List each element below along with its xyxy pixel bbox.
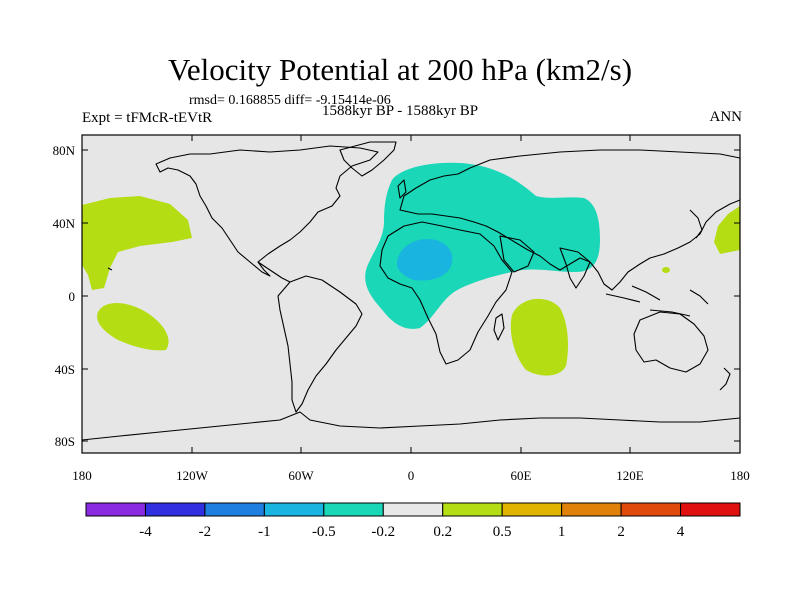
lat-tick-label: 0 [69, 289, 76, 304]
lon-tick-label: 180 [72, 468, 92, 483]
coast-new-zealand [719, 367, 731, 391]
colorbar-label: -1 [258, 524, 271, 540]
colorbar-swatch [85, 502, 146, 517]
colorbar-label: -4 [139, 524, 152, 540]
coast-south-america [277, 275, 363, 413]
colorbar-label: -0.2 [371, 524, 395, 540]
experiment-label: Expt = tFMcR-tEVtR [82, 110, 213, 126]
coast-australia [633, 311, 709, 373]
colorbar-swatch [382, 502, 444, 517]
anomaly-fields [82, 162, 740, 376]
colorbar-label: 2 [617, 524, 625, 540]
coast-antarctica [81, 411, 741, 441]
colorbar-label: 4 [677, 524, 685, 540]
coast-africa [379, 221, 513, 365]
colorbar: -4 -2 -1 -0.5 -0.2 0.2 0.5 1 2 4 [85, 502, 741, 540]
colorbar-swatch [442, 502, 503, 517]
positive-anomaly-dot [662, 267, 670, 273]
period-label: 1588kyr BP - 1588kyr BP [322, 103, 479, 119]
colorbar-label: 0.2 [433, 524, 452, 540]
colorbar-swatch [620, 502, 682, 517]
colorbar-swatch [204, 502, 265, 517]
colorbar-label: -0.5 [312, 524, 336, 540]
coastlines [81, 141, 741, 441]
coast-greenland [339, 141, 397, 177]
lon-tick-label: 120W [176, 468, 209, 483]
coast-maritime-continent [605, 285, 709, 317]
lon-tick-label: 60E [511, 468, 532, 483]
coast-hawaii [107, 267, 113, 271]
lon-tick-label: 180 [730, 468, 750, 483]
coast-india [559, 247, 591, 289]
colorbar-swatch [323, 502, 384, 517]
colorbar-label: 0.5 [493, 524, 512, 540]
coast-eurasia [399, 149, 741, 291]
axis-ticks [81, 135, 741, 453]
lon-tick-label: 0 [408, 468, 415, 483]
colorbar-swatch [501, 502, 563, 517]
coast-central-america [257, 261, 291, 283]
season-label: ANN [709, 109, 743, 125]
positive-anomaly-indian-ocean [510, 298, 568, 376]
colorbar-swatch [263, 502, 325, 517]
coast-british-isles [397, 179, 407, 199]
coast-madagascar [493, 313, 505, 341]
colorbar-label: 1 [558, 524, 566, 540]
strong-negative-anomaly-sahara [396, 238, 453, 281]
coast-arabia [499, 235, 535, 273]
colorbar-label: -2 [199, 524, 212, 540]
colorbar-swatch [144, 502, 206, 517]
negative-anomaly-eurasia-africa [365, 162, 600, 329]
lat-tick-label: 80N [53, 143, 76, 158]
positive-anomaly-south-pacific [97, 303, 169, 351]
coast-japan [689, 209, 703, 239]
lat-tick-label: 80S [55, 434, 75, 449]
lon-tick-label: 60W [288, 468, 314, 483]
stats-label: rmsd= 0.168855 diff= -9.15414e-06 [189, 93, 391, 108]
map-title: Velocity Potential at 200 hPa (km2/s) [167, 52, 633, 87]
positive-anomaly-north-pacific [82, 196, 192, 290]
colorbar-swatch [561, 502, 622, 517]
lat-tick-label: 40S [55, 362, 75, 377]
positive-anomaly-west-pacific [714, 206, 740, 254]
colorbar-swatch [680, 502, 741, 517]
lon-tick-label: 120E [616, 468, 644, 483]
lat-tick-label: 40N [53, 216, 76, 231]
